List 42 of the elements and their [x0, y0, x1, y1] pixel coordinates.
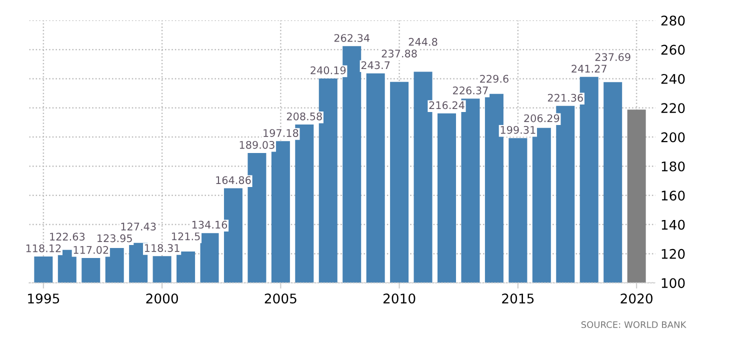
- data-label: 127.43: [121, 222, 156, 231]
- data-label: 241.27: [572, 64, 606, 73]
- data-label: 189.03: [240, 140, 274, 149]
- x-tick-label: 1995: [28, 294, 60, 304]
- data-label: 226.37: [453, 86, 488, 94]
- data-label: 117.02: [74, 246, 108, 254]
- data-label: 244.8: [408, 38, 438, 46]
- data-label: 243.7: [361, 61, 390, 70]
- y-tick-label: 220: [661, 103, 685, 114]
- data-label: 134.16: [192, 220, 228, 229]
- source-note: SOURCE: WORLD BANK: [581, 321, 686, 328]
- y-tick-label: 160: [662, 190, 685, 201]
- y-tick-label: 100: [662, 278, 685, 288]
- data-label: 121.5: [172, 232, 200, 240]
- data-label: 118.12: [26, 244, 61, 252]
- data-label: 164.86: [216, 176, 251, 184]
- data-label: 118.31: [144, 244, 180, 252]
- y-tick-label: 200: [661, 132, 685, 142]
- data-label: 216.24: [429, 101, 464, 110]
- data-label: 229.6: [480, 74, 508, 83]
- x-tick-label: 2020: [620, 294, 652, 304]
- data-label: 240.19: [310, 66, 346, 74]
- data-label: 208.58: [286, 112, 322, 120]
- data-label: 237.88: [382, 50, 417, 58]
- data-label: 262.34: [334, 34, 370, 42]
- y-tick-label: 260: [661, 44, 685, 55]
- x-tick-label: 2005: [264, 294, 296, 304]
- data-label: 199.31: [500, 126, 536, 134]
- y-tick-label: 240: [661, 74, 685, 84]
- y-tick-label: 120: [662, 248, 685, 259]
- data-label: 123.95: [98, 234, 132, 242]
- data-label: 206.29: [524, 114, 560, 122]
- x-tick-label: 2010: [383, 294, 416, 304]
- data-label: 221.36: [548, 94, 583, 102]
- data-label: 122.63: [50, 232, 85, 241]
- x-tick-label: 2000: [146, 294, 178, 304]
- x-tick-label: 2015: [502, 294, 534, 304]
- data-label: 237.69: [595, 53, 630, 62]
- y-tick-label: 140: [662, 220, 685, 230]
- y-tick-label: 180: [662, 161, 685, 172]
- y-tick-label: 280: [661, 16, 685, 26]
- data-label: 197.18: [264, 129, 298, 137]
